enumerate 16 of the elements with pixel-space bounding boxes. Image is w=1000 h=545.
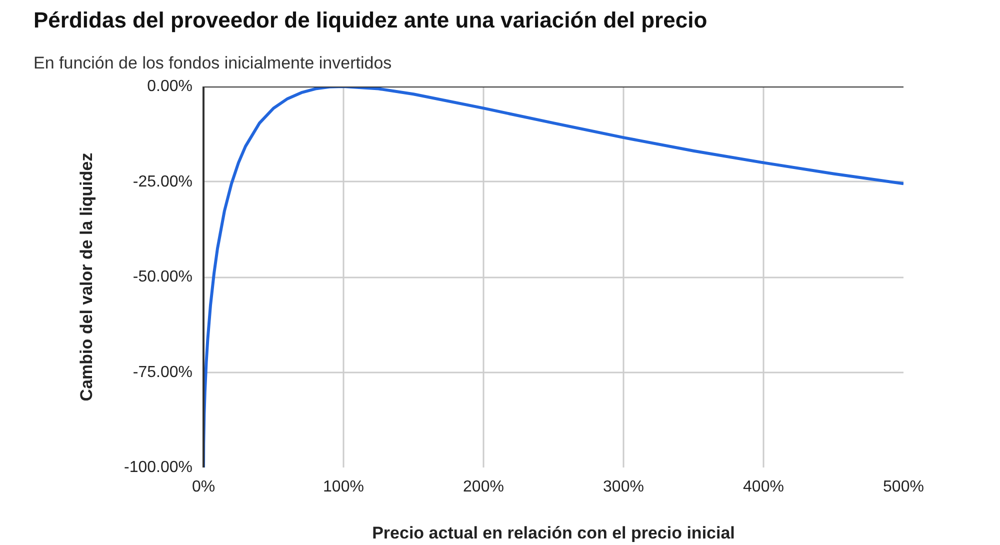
chart-subtitle: En función de los fondos inicialmente invertidos [34,54,392,72]
x-tick-label: 500% [883,478,924,496]
y-tick-label: -75.00% [132,364,192,381]
y-tick-label: -100.00% [124,459,193,476]
x-tick-label: 0% [192,478,216,496]
y-tick-label: -25.00% [132,173,192,190]
x-tick-label: 400% [743,478,784,496]
y-tick-label: 0.00% [147,78,193,95]
x-tick-label: 100% [323,478,364,496]
y-axis-title: Cambio del valor de la liquidez [77,152,96,402]
x-tick-label: 200% [463,478,504,496]
chart-title: Pérdidas del proveedor de liquidez ante una variación del precio [34,8,708,32]
x-axis-title: Precio actual en relación con el precio inicial [372,524,735,542]
y-tick-label: -50.00% [132,268,192,286]
x-tick-label: 300% [603,478,644,496]
line-series [204,86,904,468]
